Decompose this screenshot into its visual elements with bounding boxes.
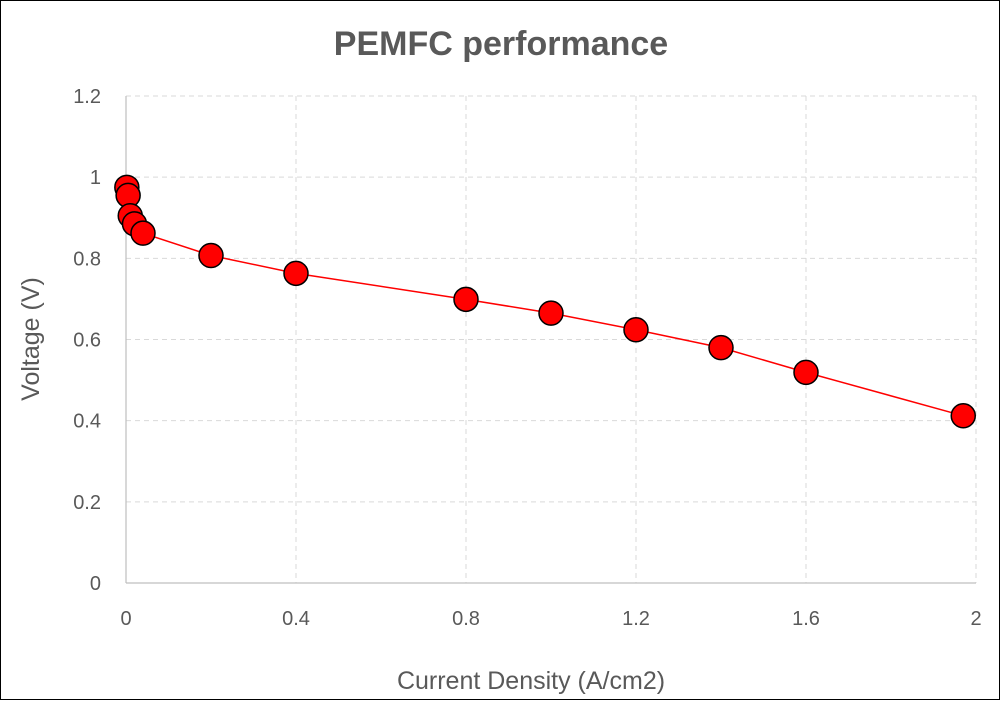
data-point (453, 286, 479, 313)
data-point (793, 359, 819, 386)
x-tick-label: 1.6 (792, 608, 820, 630)
data-point (950, 403, 976, 429)
y-axis-label: Voltage (V) (17, 277, 45, 401)
y-tick-labels: 0 0.2 0.4 0.6 0.8 1 1.2 (73, 86, 101, 595)
data-point (283, 260, 309, 287)
x-tick-label: 0.4 (282, 608, 310, 630)
x-tick-label: 1.2 (622, 608, 650, 630)
x-tick-label: 2 (970, 608, 981, 630)
data-point (538, 300, 564, 326)
y-tick-label: 1.2 (73, 86, 101, 108)
y-tick-label: 0.8 (73, 248, 101, 270)
data-point (623, 317, 649, 343)
x-tick-label: 0 (120, 608, 131, 630)
chart-title: PEMFC performance (334, 25, 668, 63)
grid-lines (126, 95, 977, 583)
y-tick-label: 0.2 (73, 492, 101, 514)
x-tick-labels: 0 0.4 0.8 1.2 1.6 2 (120, 608, 981, 630)
data-point (130, 220, 156, 246)
data-series (114, 174, 976, 429)
y-tick-label: 0 (90, 573, 101, 595)
y-tick-label: 1 (90, 167, 101, 189)
series-line (126, 187, 964, 417)
data-point (708, 334, 734, 361)
x-tick-label: 0.8 (452, 608, 480, 630)
data-point (198, 242, 224, 269)
y-tick-label: 0.4 (73, 411, 101, 433)
y-tick-label: 0.6 (73, 330, 101, 352)
x-axis-label: Current Density (A/cm2) (397, 667, 665, 695)
